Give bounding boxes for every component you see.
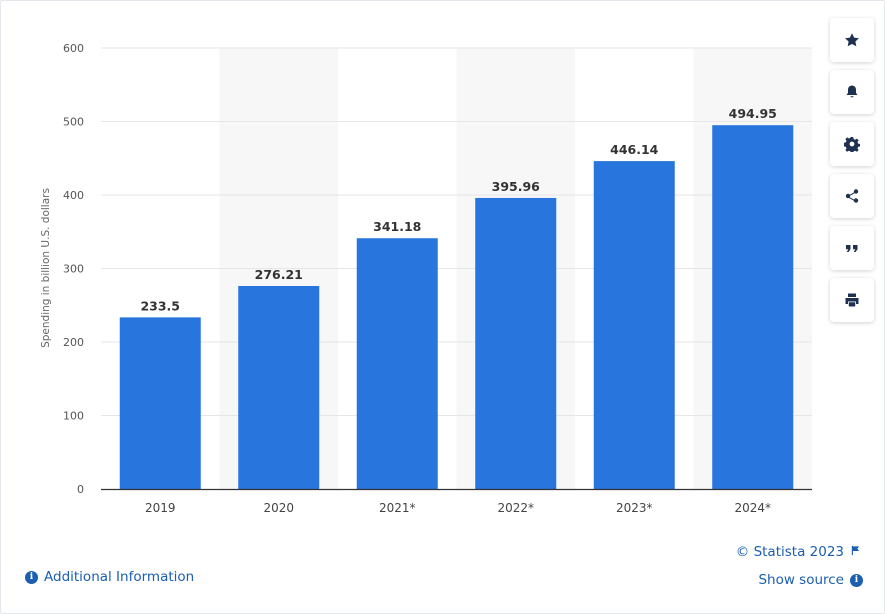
info-icon: i bbox=[850, 573, 863, 587]
x-tick-label: 2021* bbox=[379, 501, 416, 515]
additional-information-label: Additional Information bbox=[44, 569, 195, 585]
print-button[interactable] bbox=[830, 278, 874, 322]
bars bbox=[119, 125, 794, 490]
print-icon bbox=[845, 293, 859, 307]
x-tick-label: 2019 bbox=[145, 501, 176, 515]
settings-button[interactable] bbox=[830, 122, 874, 166]
quote-icon bbox=[846, 245, 858, 252]
y-tick-label: 100 bbox=[63, 410, 84, 423]
x-tick-label: 2022* bbox=[497, 501, 534, 515]
y-axis-label: Spending in billion U.S. dollars bbox=[40, 188, 52, 348]
show-source-label: Show source bbox=[758, 572, 844, 588]
gear-icon bbox=[844, 137, 860, 152]
bar[interactable] bbox=[356, 238, 438, 489]
data-label: 395.96 bbox=[492, 179, 541, 194]
notification-button[interactable] bbox=[830, 70, 874, 114]
y-tick-label: 600 bbox=[63, 42, 84, 55]
show-source-link[interactable]: Show source i bbox=[758, 572, 863, 588]
y-tick-label: 500 bbox=[63, 116, 84, 129]
bar[interactable] bbox=[593, 161, 675, 489]
y-tick-label: 0 bbox=[77, 483, 84, 496]
data-label: 276.21 bbox=[255, 267, 303, 282]
bar[interactable] bbox=[712, 125, 794, 490]
x-tick-label: 2024* bbox=[734, 501, 771, 515]
cite-button[interactable] bbox=[830, 226, 874, 270]
bar[interactable] bbox=[238, 285, 320, 489]
favorite-button[interactable] bbox=[830, 18, 874, 62]
gridlines bbox=[101, 47, 812, 416]
data-label: 446.14 bbox=[610, 142, 659, 157]
copyright-label: © Statista 2023 bbox=[735, 544, 844, 560]
bar[interactable] bbox=[119, 317, 201, 489]
bar[interactable] bbox=[475, 197, 557, 489]
y-tick-label: 200 bbox=[63, 336, 84, 349]
x-tick-label: 2020 bbox=[263, 501, 294, 515]
data-label: 233.5 bbox=[140, 298, 180, 313]
statista-copyright-link[interactable]: © Statista 2023 bbox=[736, 544, 861, 560]
x-axis-categories: 2019 2020 2021* 2022* 2023* 2024* bbox=[145, 501, 771, 515]
info-icon: i bbox=[25, 570, 38, 584]
additional-information-link[interactable]: i Additional Information bbox=[25, 569, 194, 585]
data-label: 341.18 bbox=[373, 219, 421, 234]
y-tick-label: 300 bbox=[63, 263, 84, 276]
star-icon bbox=[845, 33, 859, 47]
share-button[interactable] bbox=[830, 174, 874, 218]
data-labels: 233.5 276.21 341.18 395.96 446.14 494.95 bbox=[140, 106, 776, 313]
share-icon bbox=[845, 189, 859, 203]
data-label: 494.95 bbox=[729, 106, 777, 121]
x-tick-label: 2023* bbox=[616, 501, 653, 515]
y-tick-label: 400 bbox=[63, 189, 84, 202]
flag-icon bbox=[850, 544, 861, 560]
chart-toolbar bbox=[830, 18, 874, 322]
bell-icon bbox=[846, 85, 858, 98]
y-axis-ticks: 0 100 200 300 400 500 600 bbox=[63, 42, 84, 496]
